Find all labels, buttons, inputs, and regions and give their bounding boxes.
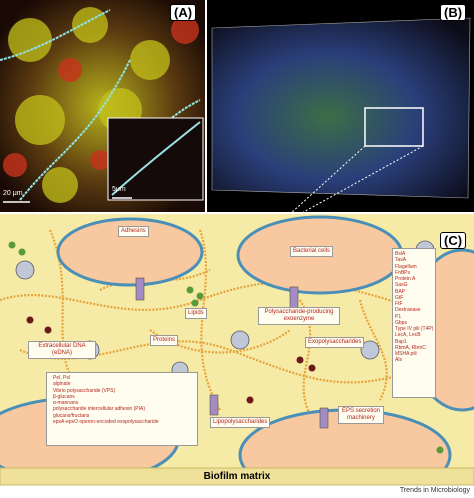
list-item: Gbps	[395, 320, 435, 326]
list-item: BslA	[395, 251, 435, 257]
list-item: LecA, LecB	[395, 332, 435, 338]
list-item: epsA-epsO operon-encoded exopolysacchari…	[50, 419, 195, 425]
list-text: Bap1	[395, 338, 407, 345]
red-clusters	[3, 16, 199, 177]
label: Bacterial cells	[290, 246, 334, 257]
label: Proteins	[150, 335, 179, 346]
list-text: glucans/fructans	[53, 412, 90, 419]
list-text: Vibrio polysaccharide (VPS)	[53, 387, 116, 394]
list-text: polysaccharide intercellular adhesin (PI…	[53, 406, 145, 413]
list-item: Protein A	[395, 276, 435, 282]
label: Polysaccharide-producing exoenzyme	[258, 307, 340, 325]
list-item: RbmA, RbmC	[395, 345, 435, 351]
list-text: GtF	[395, 294, 404, 301]
list-item: P1	[395, 314, 435, 320]
list-text: alginate	[53, 381, 71, 388]
list-text: SasG	[395, 282, 408, 289]
polysaccharide-list: Pel, Psl alginate Vibrio polysaccharide (V…	[50, 375, 195, 425]
list-text: FnBPs	[395, 269, 411, 276]
list-item: FtF	[395, 301, 435, 307]
scale-label: 5μm	[112, 186, 126, 193]
label: Exopolysaccharides	[305, 337, 365, 348]
list-item: Bap1	[395, 339, 435, 345]
scale-label: 20 μm	[3, 190, 23, 197]
secretion-machinery	[135, 277, 329, 429]
list-text: Protein A	[395, 276, 416, 282]
list-text: BslA	[395, 251, 406, 257]
list-item: glucans/fructans	[50, 413, 195, 419]
list-text: Gbps	[395, 319, 407, 326]
list-item: FnBPs	[395, 270, 435, 276]
list-text: BAP	[395, 288, 406, 295]
list-item: polysaccharide intercellular adhesin (PI…	[50, 406, 195, 412]
list-item: Vibrio polysaccharide (VPS)	[50, 388, 195, 394]
label: Lipopolysaccharides	[210, 417, 271, 428]
inset-filament	[111, 121, 201, 196]
footer-bar	[0, 467, 474, 486]
list-text: P1	[395, 313, 402, 320]
list-text: Als	[395, 357, 402, 364]
list-text: LecA, LecB	[395, 332, 421, 339]
list-text: MSHA pili	[395, 351, 417, 357]
footer-label: Biofilm matrix	[203, 471, 271, 482]
list-text: epsA-epsO operon-encoded exopolysacchari…	[53, 418, 159, 425]
list-item: SasG	[395, 282, 435, 288]
polysaccharide-box	[46, 372, 198, 446]
lipid-dots	[8, 241, 444, 454]
list-item: α-mannans	[50, 400, 195, 406]
list-text: RbmA, RbmC	[395, 344, 426, 351]
list-item: MSHA pili	[395, 351, 435, 357]
panel-label: (C)	[440, 232, 467, 249]
credit: Trends in Microbiology	[399, 487, 470, 494]
list-text: β-glucans	[53, 393, 75, 400]
list-text: Flagellum	[395, 263, 417, 270]
panel-label: (A)	[170, 4, 197, 21]
zoom-line	[289, 145, 366, 215]
list-item: TasA	[395, 257, 435, 263]
list-item: GtF	[395, 295, 435, 301]
micrograph-b	[211, 17, 471, 199]
list-item: Type IV pili (T4P)	[395, 326, 435, 332]
label: Lipids	[185, 308, 207, 319]
list-text: FtF	[395, 301, 403, 307]
list-text: Type IV pili (T4P)	[395, 326, 434, 332]
list-item: Flagellum	[395, 264, 435, 270]
list-item: β-glucans	[50, 394, 195, 400]
list-item: Dextranase	[395, 307, 435, 313]
list-text: Pel, Psl	[53, 375, 70, 381]
zoom-box	[364, 107, 424, 147]
zoom-line	[299, 145, 424, 215]
protein-box	[392, 248, 436, 398]
list-item: BAP	[395, 289, 435, 295]
label: EPS secretion machinery	[338, 406, 384, 424]
label: Adhesins	[118, 226, 149, 237]
label: Extracellular DNA (eDNA)	[28, 341, 96, 359]
list-item: Pel, Psl	[50, 375, 195, 381]
panel-label: (B)	[440, 4, 467, 21]
list-text: Dextranase	[395, 307, 421, 314]
list-text: TasA	[395, 257, 407, 264]
list-item: Als	[395, 357, 435, 363]
protein-list: BslA TasA Flagellum FnBPs Protein A SasG BAP Gt…	[395, 251, 435, 364]
list-item: alginate	[50, 381, 195, 387]
list-text: α-mannans	[53, 400, 79, 406]
